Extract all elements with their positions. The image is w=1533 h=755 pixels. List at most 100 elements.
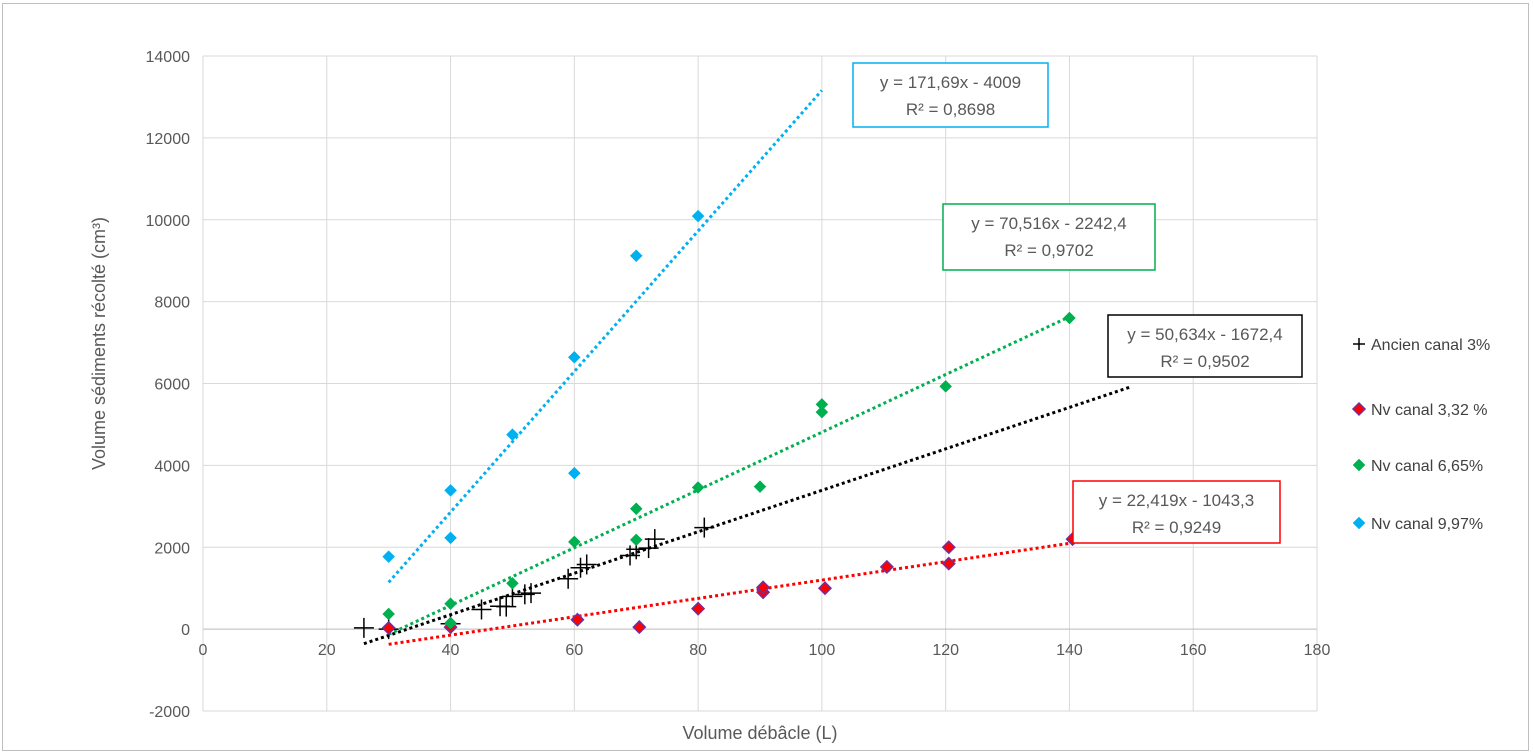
data-point <box>567 466 581 480</box>
trend-equation: y = 70,516x - 2242,4 <box>971 214 1126 233</box>
x-tick-label: 60 <box>565 642 583 659</box>
legend-label: Nv canal 9,97% <box>1371 516 1483 533</box>
equation-box: y = 22,419x - 1043,3 R² = 0,9249 <box>1072 480 1281 544</box>
trend-r-squared: R² = 0,9249 <box>1132 518 1221 537</box>
trend-equation: y = 50,634x - 1672,4 <box>1127 325 1282 344</box>
data-point <box>644 529 665 550</box>
data-point <box>941 556 956 571</box>
equation-box-border <box>1107 314 1303 378</box>
x-tick-label: 100 <box>809 642 836 659</box>
data-point <box>570 557 591 578</box>
data-point <box>691 481 705 494</box>
x-tick-label: 40 <box>442 642 460 659</box>
data-point <box>629 533 643 547</box>
equation-box: y = 171,69x - 4009 R² = 0,8698 <box>852 62 1049 128</box>
trend-r-squared: R² = 0,9702 <box>1004 241 1093 260</box>
data-point <box>444 616 457 630</box>
equation-box-border <box>1072 480 1281 544</box>
x-tick-label: 140 <box>1056 642 1083 659</box>
x-tick-label: 180 <box>1304 642 1331 659</box>
legend-label: Nv canal 3,32 % <box>1371 402 1488 419</box>
data-point <box>570 612 585 627</box>
trendlines <box>363 89 1213 646</box>
data-point <box>817 581 833 596</box>
legend-label: Nv canal 6,65% <box>1371 458 1483 475</box>
equation-box-border <box>942 203 1156 271</box>
y-tick-label: 12000 <box>146 131 191 148</box>
legend: Ancien canal 3% Nv canal 3,32 % Nv canal 6… <box>1351 337 1490 533</box>
legend-item: Ancien canal 3% <box>1353 337 1490 354</box>
legend-item: Nv canal 6,65% <box>1352 458 1483 475</box>
data-point <box>444 483 457 497</box>
legend-marker <box>1352 516 1366 530</box>
data-point <box>496 596 517 617</box>
y-tick-label: 14000 <box>146 49 191 66</box>
data-point <box>506 576 519 590</box>
data-point <box>444 531 457 545</box>
x-tick-label: 120 <box>932 642 959 659</box>
trendline-nv-canal-3-32- <box>388 520 1213 646</box>
tick-labels: 0 20 40 60 80 100 120 140 160 180 -2000 0 2000 4000 60… <box>146 49 1331 721</box>
data-point <box>1063 311 1076 325</box>
data-point <box>558 568 579 589</box>
data-point <box>691 209 705 223</box>
y-tick-label: 4000 <box>154 458 190 475</box>
data-point <box>753 480 767 494</box>
data-point <box>620 545 641 566</box>
trend-equation: y = 22,419x - 1043,3 <box>1099 491 1254 510</box>
data-point <box>521 583 542 604</box>
legend-marker <box>1352 458 1366 472</box>
data-point <box>632 620 647 635</box>
x-tick-label: 0 <box>199 642 208 659</box>
data-point <box>506 428 519 442</box>
legend-item: Nv canal 9,97% <box>1352 516 1483 533</box>
data-point <box>941 540 956 555</box>
y-tick-label: -2000 <box>149 704 190 721</box>
data-points <box>353 209 1216 640</box>
legend-item: Nv canal 3,32 % <box>1351 401 1488 419</box>
data-point <box>471 599 492 620</box>
trend-r-squared: R² = 0,8698 <box>906 100 995 119</box>
data-point <box>879 559 894 574</box>
data-point <box>382 550 396 564</box>
data-point <box>756 580 771 595</box>
data-point <box>638 538 659 559</box>
data-point <box>353 617 374 638</box>
x-tick-label: 80 <box>689 642 707 659</box>
equation-box-border <box>852 62 1049 128</box>
data-point <box>694 517 715 538</box>
trend-r-squared: R² = 0,9502 <box>1160 352 1249 371</box>
y-axis-title: Volume sédiments récolté (cm³) <box>89 217 109 470</box>
gridlines <box>202 55 1318 712</box>
trendline-nv-canal-6-65- <box>388 315 1071 636</box>
y-tick-label: 2000 <box>154 540 190 557</box>
legend-label: Ancien canal 3% <box>1371 337 1490 354</box>
data-point <box>629 249 643 263</box>
y-tick-label: 10000 <box>146 213 191 230</box>
x-tick-label: 160 <box>1180 642 1207 659</box>
trendline-nv-canal-9-97- <box>387 89 824 584</box>
data-point <box>567 350 581 364</box>
data-point <box>576 554 597 575</box>
x-axis-title: Volume débâcle (L) <box>682 723 837 743</box>
data-point <box>514 584 535 605</box>
legend-marker <box>1353 338 1365 350</box>
data-point <box>502 586 523 607</box>
data-point <box>567 535 581 549</box>
data-point <box>444 597 457 611</box>
x-tick-label: 20 <box>318 642 336 659</box>
data-point <box>629 502 643 516</box>
data-point <box>815 405 829 419</box>
trend-equation: y = 171,69x - 4009 <box>880 73 1021 92</box>
trend-equations: y = 50,634x - 1672,4 R² = 0,9502 y = 22,41… <box>852 62 1303 544</box>
data-point <box>381 620 396 635</box>
data-point <box>691 601 706 616</box>
equation-box: y = 70,516x - 2242,4 R² = 0,9702 <box>942 203 1156 271</box>
data-point <box>939 380 953 393</box>
y-tick-label: 6000 <box>154 377 190 394</box>
y-tick-label: 8000 <box>154 295 190 312</box>
equation-box: y = 50,634x - 1672,4 R² = 0,9502 <box>1107 314 1303 378</box>
trendline-ancien-canal-3- <box>363 385 1132 646</box>
data-point <box>382 607 396 621</box>
